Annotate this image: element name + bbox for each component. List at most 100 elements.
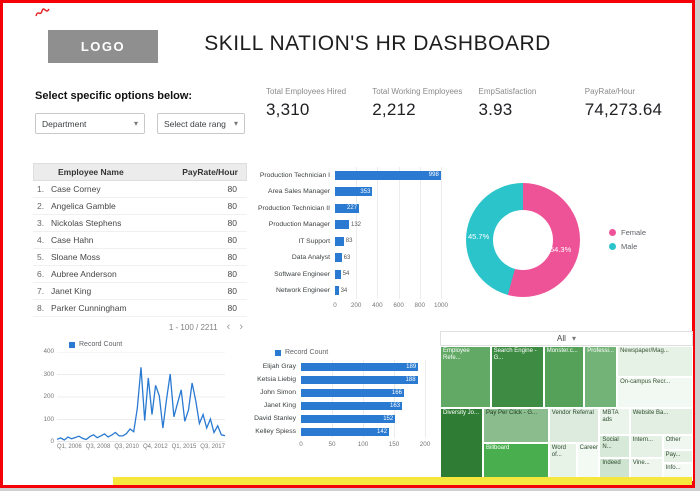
bar-value-label: 163 [390,402,401,409]
top-employees-bar-chart: Record Count Elijah Gray 189 Ketsia Liebig… [247,349,431,450]
bar[interactable]: 188 [301,375,418,384]
treemap-cell[interactable]: Word of... [548,443,577,481]
bar-value-label: 189 [406,363,417,370]
table-row[interactable]: 4. Case Hahn 80 [33,232,247,249]
x-axis-labels: Q1, 2006 Q3, 2008 Q3, 2010 Q4, 2012 Q1, 2015… [57,444,225,450]
date-range-dropdown[interactable]: Select date rang ▾ [157,113,245,134]
treemap-cell[interactable]: Employee Refe... [440,346,491,409]
record-count-line-chart: Record Count 0 100 200 300 400 Q1, 2006 Q3, 2… [41,341,239,450]
treemap-cell[interactable]: Professi... [584,346,618,409]
bar-row: Software Engineer 54 [255,266,447,283]
employee-table: Employee Name PayRate/Hour 1. Case Corney… [33,163,247,333]
treemap-cell[interactable]: Monster.c... [543,346,585,409]
bar[interactable]: 83 [335,236,352,246]
bar-track: 132 [335,220,441,230]
bar-category-label: David Stanley [254,415,296,422]
treemap-cell[interactable]: Billboard [483,443,549,481]
legend-label: Female [621,228,647,237]
logo: LOGO [48,30,158,63]
gender-donut-chart: 54.3% 45.7% Female Male [451,171,691,321]
table-row[interactable]: 7. Janet King 80 [33,283,247,300]
bar-row: Production Technician II 227 [255,200,447,217]
treemap-cell[interactable]: Intern... [629,435,663,459]
bar-category-label: Production Technician II [257,204,330,212]
employee-name: Janet King [51,286,92,296]
bar[interactable]: 152 [301,414,396,423]
column-header-payrate[interactable]: PayRate/Hour [182,167,238,177]
row-index: 8. [37,303,45,313]
treemap-cell[interactable]: On-campus Recr... [617,377,693,409]
table-row[interactable]: 3. Nickolas Stephens 80 [33,215,247,232]
filters-label: Select specific options below: [35,90,193,102]
bar-row: IT Support 83 [255,233,447,250]
bar[interactable]: 163 [301,401,403,410]
row-index: 1. [37,184,45,194]
bar[interactable]: 227 [335,203,360,213]
y-tick-label: 200 [43,393,54,400]
treemap-filter-dropdown[interactable]: All ▾ [440,331,693,346]
payrate-value: 80 [227,235,237,245]
kpi-card: PayRate/Hour 74,273.64 [585,87,691,120]
bar-track: 353 [335,187,441,197]
legend: Record Count [275,349,431,356]
bar-track: 998 [335,170,441,180]
treemap-cell[interactable]: Pay Per Click - G... [483,408,549,444]
bar-track: 227 [335,203,441,213]
treemap-cell[interactable]: Diversity Jo... [440,408,483,481]
bar[interactable]: 63 [335,253,350,263]
bar-row: Data Analyst 63 [255,250,447,267]
x-tick-label: Q1, 2006 [57,444,82,450]
bar[interactable]: 132 [335,220,361,230]
kpi-value: 2,212 [372,100,416,119]
treemap-cell[interactable]: Search Engine - G... [490,346,544,409]
legend-dot [609,243,616,250]
payrate-value: 80 [227,303,237,313]
bar[interactable]: 166 [301,388,404,397]
employee-name: Parker Cunningham [51,303,127,313]
chevron-down-icon: ▾ [133,119,138,128]
bar-category-label: John Simon [260,389,296,396]
chevron-down-icon: ▾ [571,334,576,343]
treemap-cell[interactable]: Careerb... [576,443,600,481]
bar[interactable]: 34 [335,286,347,296]
row-index: 5. [37,252,45,262]
table-row[interactable]: 5. Sloane Moss 80 [33,249,247,266]
department-dropdown-value: Department [42,118,87,129]
treemap-cell[interactable]: Other [662,435,693,450]
bar[interactable]: 189 [301,362,419,371]
legend-item[interactable]: Male [609,242,646,251]
table-row[interactable]: 2. Angelica Gamble 80 [33,198,247,215]
column-header-employee-name[interactable]: Employee Name [58,167,124,177]
pagination-prev-button[interactable]: ‹ [226,321,231,333]
kpi-label: Total Employees Hired [266,87,347,96]
table-row[interactable]: 8. Parker Cunningham 80 [33,300,247,317]
pagination-range: 1 - 100 / 2211 [168,323,218,332]
table-row[interactable]: 6. Aubree Anderson 80 [33,266,247,283]
bar[interactable]: 998 [335,170,441,180]
row-index: 4. [37,235,45,245]
treemap-cell[interactable]: Social N... [599,435,630,459]
x-tick-label: Q1, 2015 [171,444,197,450]
logo-text: LOGO [80,39,126,54]
slice-label-male: 45.7% [468,232,490,241]
bar[interactable]: 54 [335,269,349,279]
treemap-cell[interactable]: Newspaper/Mag... [617,346,693,378]
yellow-highlight-strip [113,477,692,485]
table-row[interactable]: 1. Case Corney 80 [33,181,247,198]
bar[interactable]: 142 [301,427,390,436]
legend-item[interactable]: Female [609,228,646,237]
employee-name: Case Corney [51,184,101,194]
bar[interactable]: 353 [335,187,373,197]
treemap-cell[interactable]: MBTA ads [599,408,630,436]
kpi-value: 74,273.64 [584,100,663,119]
x-tick-label: Q3, 2008 [85,444,111,450]
bar-value-label: 188 [405,376,416,383]
treemap-cell[interactable]: Website Ba... [629,408,693,436]
kpi-card: Total Employees Hired 3,310 [266,87,372,120]
bar-category-label: Area Sales Manager [268,188,330,196]
treemap-cell[interactable]: Pay... [662,449,693,464]
department-dropdown[interactable]: Department ▾ [35,113,145,134]
pagination-next-button[interactable]: › [239,321,243,333]
treemap-cell[interactable]: Vendor Referral [548,408,600,444]
donut[interactable]: 54.3% 45.7% [466,183,580,297]
